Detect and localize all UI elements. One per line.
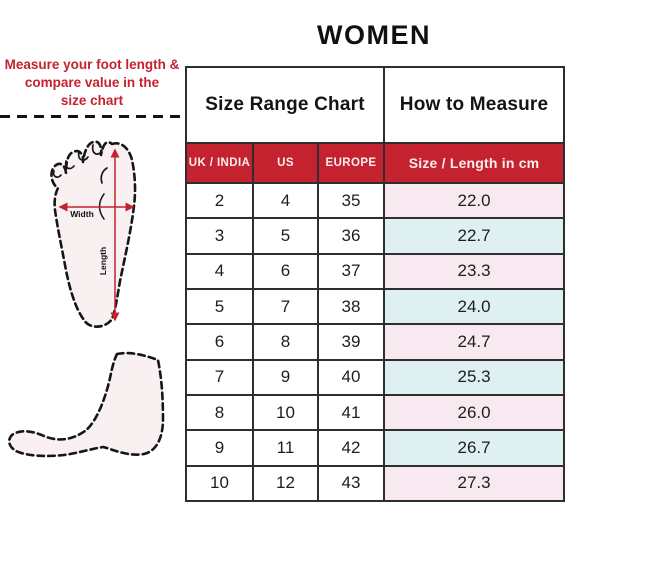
length-cm-cell: 22.7 xyxy=(383,217,566,255)
size-range-table: Size Range Chart How to Measure UK / IND… xyxy=(184,66,566,503)
length-cm-cell: 24.0 xyxy=(383,287,566,326)
us-size-cell: 4 xyxy=(252,181,319,220)
uk-size-cell: 6 xyxy=(185,323,254,361)
width-label: Width xyxy=(70,209,94,219)
length-cm-cell: 23.3 xyxy=(383,252,566,290)
column-header-length-cm: Size / Length in cm xyxy=(383,142,566,184)
dashed-separator-line xyxy=(0,115,186,118)
table-group-header-row: Size Range Chart How to Measure xyxy=(184,66,566,144)
column-header-us: US xyxy=(252,142,319,184)
uk-size-cell: 4 xyxy=(185,252,254,290)
measure-instruction: Measure your foot length & compare value… xyxy=(2,56,182,110)
us-size-cell: 6 xyxy=(252,252,319,290)
table-row: 8 10 41 26.0 xyxy=(185,393,566,432)
eu-size-cell: 43 xyxy=(316,464,386,503)
us-size-cell: 8 xyxy=(252,323,319,361)
measure-instruction-line: Measure your foot length & xyxy=(4,57,180,72)
eu-size-cell: 41 xyxy=(316,393,386,432)
table-row: 3 5 36 22.7 xyxy=(185,217,566,255)
measure-instruction-line: size chart xyxy=(60,93,124,108)
toe-curl xyxy=(52,170,62,178)
column-header-uk-india: UK / INDIA xyxy=(185,142,254,184)
toe-curl xyxy=(77,151,89,162)
table-row: 5 7 38 24.0 xyxy=(185,287,566,326)
length-cm-cell: 25.3 xyxy=(383,358,566,396)
toe-curl xyxy=(91,144,103,155)
size-range-chart-header: Size Range Chart xyxy=(184,66,386,144)
uk-size-cell: 5 xyxy=(185,287,254,326)
table-row: 7 9 40 25.3 xyxy=(185,358,566,396)
table-row: 9 11 42 26.7 xyxy=(185,429,566,467)
eu-size-cell: 38 xyxy=(316,287,386,326)
length-label: Length xyxy=(98,247,108,275)
eu-size-cell: 36 xyxy=(316,217,386,255)
eu-size-cell: 39 xyxy=(316,323,386,361)
us-size-cell: 5 xyxy=(252,217,319,255)
length-cm-cell: 26.7 xyxy=(383,429,566,467)
us-size-cell: 7 xyxy=(252,287,319,326)
big-toe-crease xyxy=(100,167,108,184)
length-cm-cell: 27.3 xyxy=(383,464,566,503)
length-cm-cell: 24.7 xyxy=(383,323,566,361)
how-to-measure-header: How to Measure xyxy=(383,66,566,144)
length-cm-cell: 22.0 xyxy=(383,181,566,220)
foot-measurement-diagram: Width Length xyxy=(7,140,165,458)
uk-size-cell: 8 xyxy=(185,393,254,432)
uk-size-cell: 3 xyxy=(185,217,254,255)
table-row: 10 12 43 27.3 xyxy=(185,464,566,503)
uk-size-cell: 7 xyxy=(185,358,254,396)
table-row: 6 8 39 24.7 xyxy=(185,323,566,361)
eu-size-cell: 42 xyxy=(316,429,386,467)
column-header-europe: EUROPE xyxy=(316,142,386,184)
measure-instruction-line: compare value in the xyxy=(24,75,160,90)
uk-size-cell: 9 xyxy=(185,429,254,467)
us-size-cell: 11 xyxy=(252,429,319,467)
toe-curl xyxy=(64,160,75,170)
foot-side-view-outline xyxy=(7,351,165,458)
table-row: 2 4 35 22.0 xyxy=(185,181,566,220)
us-size-cell: 9 xyxy=(252,358,319,396)
foot-top-view-outline xyxy=(50,140,137,328)
uk-size-cell: 2 xyxy=(185,181,254,220)
table-column-header-row: UK / INDIA US EUROPE Size / Length in cm xyxy=(185,142,566,184)
uk-size-cell: 10 xyxy=(185,464,254,503)
us-size-cell: 10 xyxy=(252,393,319,432)
eu-size-cell: 40 xyxy=(316,358,386,396)
us-size-cell: 12 xyxy=(252,464,319,503)
table-row: 4 6 37 23.3 xyxy=(185,252,566,290)
eu-size-cell: 35 xyxy=(316,181,386,220)
eu-size-cell: 37 xyxy=(316,252,386,290)
page-title: WOMEN xyxy=(317,20,431,50)
length-cm-cell: 26.0 xyxy=(383,393,566,432)
